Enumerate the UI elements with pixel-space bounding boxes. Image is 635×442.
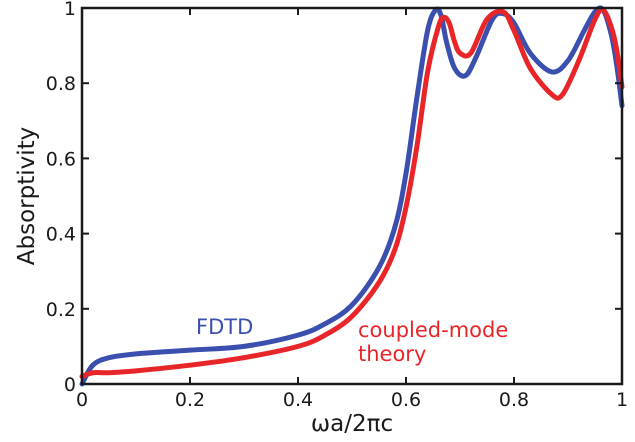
x-tick-label: 0.6 [391,389,421,411]
y-axis-title: Absorptivity [14,127,40,265]
y-tick-label: 0.8 [46,73,76,95]
series-line-coupled-mode [79,7,625,379]
series-line-fdtd [79,5,625,387]
tick-marks [81,7,623,385]
x-tick-label: 0.2 [175,389,205,411]
x-tick-label: 0.8 [499,389,529,411]
y-tick-labels: 0 0.2 0.4 0.6 0.8 1 [46,0,76,396]
series-lines [79,5,625,387]
series-label-fdtd: FDTD [196,315,253,339]
x-tick-label: 1 [616,389,628,411]
y-tick-label: 0.6 [46,148,76,170]
x-tick-labels: 0 0.2 0.4 0.6 0.8 1 [76,389,628,411]
y-tick-label: 0.2 [46,299,76,321]
plot-frame [80,6,624,386]
x-tick-label: 0 [76,389,88,411]
y-tick-label: 1 [64,0,76,20]
x-axis-title: ωa/2πc [311,411,393,437]
series-label-coupled-mode: coupled-mode theory [358,318,508,366]
y-tick-label: 0 [64,374,76,396]
y-tick-label: 0.4 [46,224,76,246]
x-tick-label: 0.4 [283,389,313,411]
